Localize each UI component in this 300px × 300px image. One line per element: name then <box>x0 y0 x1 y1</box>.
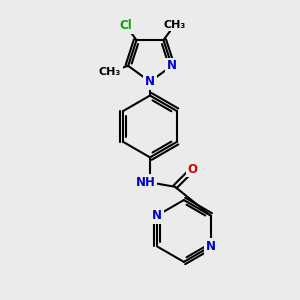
Text: CH₃: CH₃ <box>164 20 186 30</box>
Text: N: N <box>167 59 177 72</box>
Text: Cl: Cl <box>119 19 132 32</box>
Text: N: N <box>145 75 155 88</box>
Text: N: N <box>152 209 162 222</box>
Text: NH: NH <box>136 176 155 189</box>
Text: CH₃: CH₃ <box>99 67 121 77</box>
Text: O: O <box>188 163 198 176</box>
Text: N: N <box>206 240 216 253</box>
